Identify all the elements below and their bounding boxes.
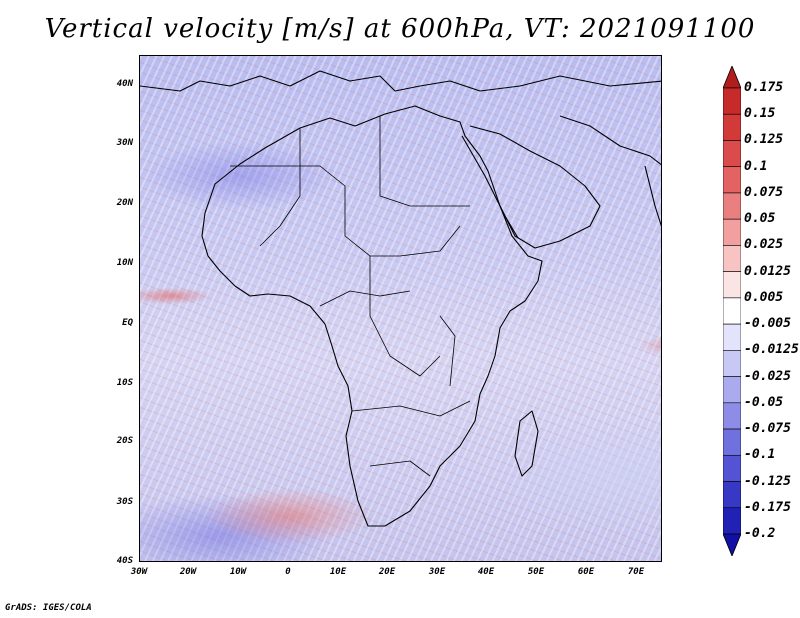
colorbar-swatch <box>723 481 741 509</box>
colorbar-swatch <box>723 376 741 404</box>
colorbar-label: -0.005 <box>744 316 791 332</box>
madagascar <box>514 410 539 477</box>
colorbar-label: 0.125 <box>744 132 784 148</box>
colorbar-label: -0.075 <box>744 421 791 437</box>
lon-label: 0 <box>285 567 291 577</box>
lon-label: 30W <box>130 567 148 577</box>
lon-label: 60E <box>577 567 595 577</box>
colorbar-label: -0.05 <box>744 394 784 410</box>
lat-label: 40N <box>116 79 133 89</box>
lat-label: 10N <box>116 258 133 268</box>
lon-label: 30E <box>428 567 446 577</box>
india-coastline <box>644 165 661 227</box>
colorbar-swatch <box>723 113 741 141</box>
lat-label: 30S <box>116 497 133 507</box>
colorbar-label: 0.15 <box>744 106 776 122</box>
lon-label: 20E <box>378 567 396 577</box>
colorbar-swatch <box>723 428 741 456</box>
lon-label: 10W <box>229 567 247 577</box>
colorbar-swatch <box>723 323 741 351</box>
colorbar-swatch <box>723 87 741 115</box>
europe-coastline <box>140 70 661 92</box>
colorbar-swatch <box>723 350 741 377</box>
colorbar-swatch <box>723 271 741 299</box>
colorbar-swatch <box>723 218 741 246</box>
colorbar-label: -0.2 <box>744 526 776 541</box>
lat-label: 20S <box>116 436 133 446</box>
vertical-velocity-map <box>139 55 662 562</box>
colorbar-label: -0.025 <box>744 368 791 384</box>
lat-label: EQ <box>122 318 133 328</box>
arabia-coastline <box>469 125 601 249</box>
lat-label: 20N <box>116 198 133 208</box>
colorbar-label: 0.05 <box>744 211 776 227</box>
lat-label: 40S <box>116 556 133 566</box>
colorbar-swatch <box>723 507 741 535</box>
colorbar-swatch <box>723 297 741 325</box>
iran-coastline <box>559 115 661 166</box>
colorbar-label: 0.005 <box>744 289 784 305</box>
coastline-overlay <box>140 70 661 527</box>
colorbar-swatch <box>723 192 741 220</box>
colorbar-label: -0.0125 <box>744 342 799 358</box>
red-sea <box>461 135 519 239</box>
colorbar-label: 0.175 <box>744 80 784 95</box>
colorbar-label: -0.125 <box>744 473 791 489</box>
colorbar-swatch <box>723 140 741 168</box>
lat-label: 30N <box>116 138 133 148</box>
colorbar-swatch <box>723 402 741 430</box>
lat-label: 10S <box>116 378 133 388</box>
lon-label: 50E <box>527 567 545 577</box>
colorbar-bottom-arrow <box>723 533 741 556</box>
colorbar-label: 0.0125 <box>744 263 791 279</box>
colorbar-swatch <box>723 454 741 482</box>
colorbar-label: 0.075 <box>744 184 784 200</box>
colorbar-swatch <box>723 245 741 272</box>
colorbar-label: 0.025 <box>744 237 784 253</box>
lon-label: 10E <box>329 567 347 577</box>
map-title: Vertical velocity [m/s] at 600hPa, VT: 2… <box>44 14 756 44</box>
colorbar <box>723 66 741 556</box>
colorbar-label: 0.1 <box>744 158 768 174</box>
lon-label: 20W <box>179 567 197 577</box>
africa-coastline <box>201 105 543 527</box>
colorbar-swatch <box>723 166 741 194</box>
colorbar-top-arrow <box>723 66 741 89</box>
colorbar-label: -0.1 <box>744 447 776 463</box>
grads-credit: GrADS: IGES/COLA <box>5 603 92 613</box>
colorbar-label: -0.175 <box>744 499 791 515</box>
lon-label: 40E <box>477 567 495 577</box>
lon-label: 70E <box>627 567 645 577</box>
